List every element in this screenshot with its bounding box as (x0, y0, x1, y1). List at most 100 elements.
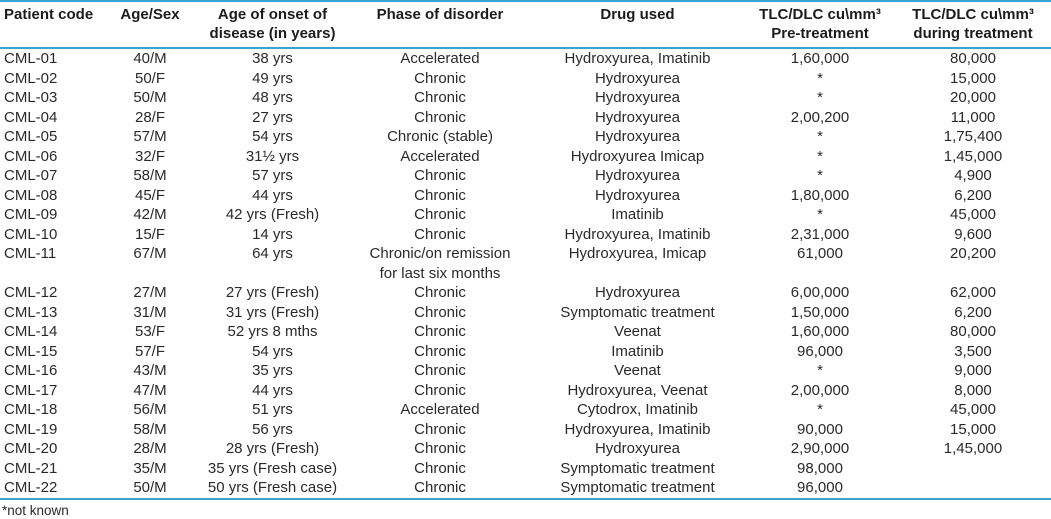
table-cell: 54 yrs (252, 128, 293, 145)
table-row: CML-15 57/F 54 yrs Chronic Imatinib 96,000 3,5… (0, 342, 1051, 362)
table-cell: Chronic (414, 186, 466, 204)
table-cell: 48 yrs (252, 89, 293, 106)
table-cell: Veenat (614, 362, 661, 379)
table-cell: 9,000 (954, 362, 992, 379)
table-row: CML-09 42/M 42 yrs (Fresh) Chronic Imatinib *… (0, 205, 1051, 225)
table-cell (895, 478, 1051, 499)
table-cell: CML-02 (4, 69, 58, 87)
table-row: CML-14 53/F 52 yrs 8 mths Chronic Veenat 1,60… (0, 322, 1051, 342)
table-cell: CML-09 (4, 206, 58, 223)
table-cell: Imatinib (611, 342, 664, 360)
table-cell: 53/F (134, 323, 165, 340)
table-cell: * (817, 89, 823, 106)
table-cell: CML-14 (4, 323, 58, 340)
table-cell: Hydroxyurea, Veenat (567, 381, 708, 399)
table-cell: 2,90,000 (790, 440, 850, 457)
table-row: CML-20 28/M 28 yrs (Fresh) Chronic Hydroxyur… (0, 439, 1051, 459)
table-cell: 50/F (134, 69, 165, 87)
table-cell: CML-03 (4, 89, 58, 106)
table-cell: 14 yrs (252, 225, 293, 243)
table-cell: Chronic (414, 69, 466, 87)
patients-table: Patient code Age/Sex Age of onset of dis… (0, 0, 1051, 500)
table-cell: 52 yrs 8 mths (227, 323, 318, 340)
table-cell: Hydroxyurea (594, 167, 681, 184)
table-cell: 45,000 (950, 206, 996, 223)
col-header-tlc-during-treatment: TLC/DLC cu\mm³ during treatment (895, 1, 1051, 49)
table-cell: CML-01 (4, 50, 58, 67)
table-cell: Chronic (414, 440, 466, 457)
table-cell: 42/M (133, 206, 167, 223)
table-cell: 58/M (133, 420, 167, 438)
table-cell: 15,000 (950, 69, 996, 87)
table-cell: CML-06 (4, 147, 58, 165)
table-cell: CML-22 (4, 479, 58, 496)
table-header: Patient code Age/Sex Age of onset of dis… (0, 1, 1051, 49)
table-cell: 44 yrs (252, 186, 293, 204)
table-cell: * (817, 167, 823, 184)
table-cell: * (817, 206, 823, 223)
table-cell: 57/F (134, 342, 165, 360)
col-header-tlc-pre-treatment: TLC/DLC cu\mm³ Pre-treatment (745, 1, 895, 49)
table-row: CML-12 27/M 27 yrs (Fresh) Chronic Hydroxyur… (0, 283, 1051, 303)
table-cell: 32/F (134, 147, 165, 165)
table-cell: 47/M (133, 381, 167, 399)
table-cell: CML-11 (4, 245, 57, 262)
table-cell: 44 yrs (252, 381, 293, 399)
table-cell: * (817, 69, 823, 87)
table-cell: 6,00,000 (790, 284, 850, 301)
table-row: CML-02 50/F 49 yrs Chronic Hydroxyurea * 15,00… (0, 69, 1051, 89)
table-cell: 51 yrs (252, 401, 293, 418)
table-cell: Hydroxyurea, Imicap (568, 245, 707, 262)
table-cell: Accelerated (400, 50, 480, 67)
table-row: CML-17 47/M 44 yrs Chronic Hydroxyurea, Veen… (0, 381, 1051, 401)
table-cell: Chronic (414, 342, 466, 360)
table-cell: Accelerated (400, 401, 480, 418)
table-cell: 54 yrs (252, 342, 293, 360)
table-cell: 1,75,400 (943, 128, 1003, 145)
col-header-age-of-onset: Age of onset of disease (in years) (195, 1, 350, 49)
table-row: CML-22 50/M 50 yrs (Fresh case) Chronic Symp… (0, 478, 1051, 499)
table-cell: 2,00,000 (790, 381, 850, 399)
table-cell: Chronic/on remission for last six months (369, 245, 511, 282)
table-cell: 64 yrs (252, 245, 293, 262)
table-cell: 56 yrs (252, 420, 293, 438)
table-cell: CML-18 (4, 401, 58, 418)
table-cell: 15,000 (950, 420, 996, 438)
table-cell: 15/F (134, 225, 165, 243)
table-cell: Chronic (414, 89, 466, 106)
table-cell: 1,45,000 (943, 440, 1003, 457)
table-cell: 98,000 (797, 459, 843, 477)
table-cell: 20,200 (950, 245, 996, 262)
table-cell: 1,60,000 (790, 323, 850, 340)
table-cell: Accelerated (400, 147, 480, 165)
table-row: CML-10 15/F 14 yrs Chronic Hydroxyurea, Imat… (0, 225, 1051, 245)
table-cell: 1,60,000 (790, 50, 850, 67)
table-cell: 50/M (133, 89, 167, 106)
table-cell: 3,500 (954, 342, 992, 360)
table-row: CML-16 43/M 35 yrs Chronic Veenat * 9,000 (0, 361, 1051, 381)
table-cell: 1,80,000 (790, 186, 850, 204)
table-cell: 6,200 (954, 186, 992, 204)
table-cell: 27 yrs (252, 108, 293, 126)
table-cell: Veenat (614, 323, 661, 340)
table-cell: 96,000 (797, 342, 843, 360)
table-footnote: *not known (2, 502, 69, 518)
table-cell: Hydroxyurea (594, 284, 681, 301)
table-cell: 4,900 (954, 167, 992, 184)
col-header-phase-of-disorder: Phase of disorder (350, 1, 530, 49)
table-cell: * (817, 147, 823, 165)
table-cell: Chronic (stable) (387, 128, 493, 145)
table-cell: 90,000 (797, 420, 843, 438)
table-cell: 31/M (133, 303, 167, 321)
table-row: CML-19 58/M 56 yrs Chronic Hydroxyurea, Imat… (0, 420, 1051, 440)
table-cell: 57/M (133, 128, 167, 145)
col-header-drug-used: Drug used (530, 1, 745, 49)
table-cell: 35 yrs (252, 362, 293, 379)
table-cell: 6,200 (954, 303, 992, 321)
table-cell: 28/M (133, 440, 167, 457)
table-cell: 8,000 (954, 381, 992, 399)
table-cell: * (817, 362, 823, 379)
table-cell: Chronic (414, 459, 466, 477)
table-cell: 43/M (133, 362, 167, 379)
table-cell: 45,000 (950, 401, 996, 418)
